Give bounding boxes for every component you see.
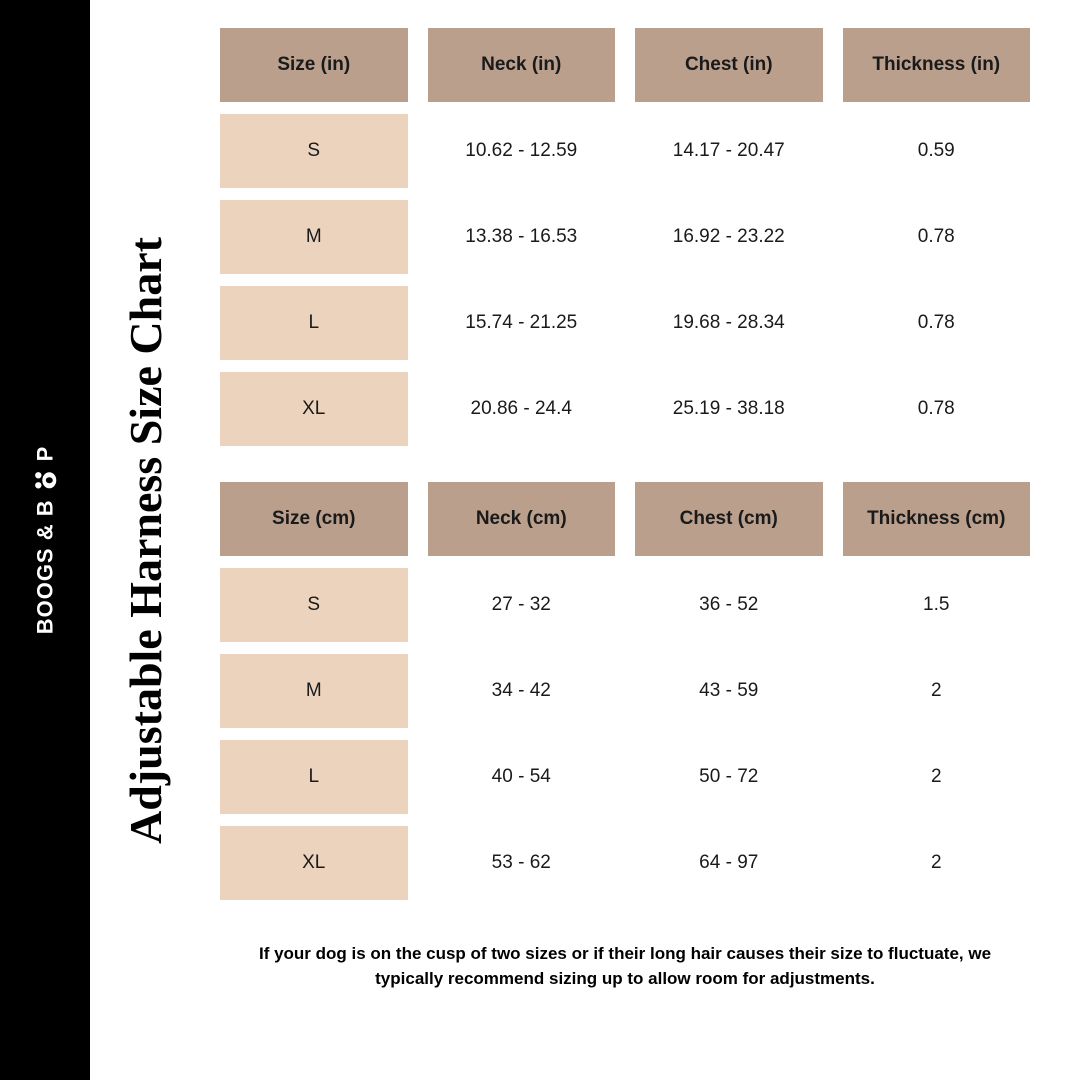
col-header-thickness-in: Thickness (in) bbox=[843, 28, 1031, 102]
data-cell: 2 bbox=[843, 826, 1031, 900]
data-cell: 43 - 59 bbox=[635, 654, 823, 728]
size-cell: S bbox=[220, 568, 408, 642]
col-header-chest-in: Chest (in) bbox=[635, 28, 823, 102]
col-header-size-in: Size (in) bbox=[220, 28, 408, 102]
data-cell: 0.78 bbox=[843, 372, 1031, 446]
size-cell: XL bbox=[220, 372, 408, 446]
table-inches: Size (in) Neck (in) Chest (in) Thickness… bbox=[220, 28, 1030, 446]
data-cell: 2 bbox=[843, 654, 1031, 728]
data-cell: 40 - 54 bbox=[428, 740, 616, 814]
data-cell: 36 - 52 bbox=[635, 568, 823, 642]
data-cell: 19.68 - 28.34 bbox=[635, 286, 823, 360]
main-content: Size (in) Neck (in) Chest (in) Thickness… bbox=[200, 0, 1080, 1080]
data-cell: 0.59 bbox=[843, 114, 1031, 188]
data-cell: 34 - 42 bbox=[428, 654, 616, 728]
data-cell: 16.92 - 23.22 bbox=[635, 200, 823, 274]
data-cell: 15.74 - 21.25 bbox=[428, 286, 616, 360]
brand-logo: BOOGS & B P bbox=[32, 446, 58, 635]
data-cell: 53 - 62 bbox=[428, 826, 616, 900]
data-cell: 50 - 72 bbox=[635, 740, 823, 814]
data-cell: 0.78 bbox=[843, 200, 1031, 274]
col-header-chest-cm: Chest (cm) bbox=[635, 482, 823, 556]
size-cell: M bbox=[220, 200, 408, 274]
data-cell: 20.86 - 24.4 bbox=[428, 372, 616, 446]
data-cell: 2 bbox=[843, 740, 1031, 814]
col-header-size-cm: Size (cm) bbox=[220, 482, 408, 556]
footnote-text: If your dog is on the cusp of two sizes … bbox=[220, 936, 1030, 991]
page-title: Adjustable Harness Size Chart bbox=[119, 237, 172, 844]
data-cell: 0.78 bbox=[843, 286, 1031, 360]
size-cell: XL bbox=[220, 826, 408, 900]
title-column: Adjustable Harness Size Chart bbox=[90, 0, 200, 1080]
data-cell: 64 - 97 bbox=[635, 826, 823, 900]
size-cell: L bbox=[220, 740, 408, 814]
data-cell: 1.5 bbox=[843, 568, 1031, 642]
data-cell: 14.17 - 20.47 bbox=[635, 114, 823, 188]
col-header-neck-in: Neck (in) bbox=[428, 28, 616, 102]
brand-text-2: P bbox=[32, 446, 58, 462]
brand-text-1: BOOGS & B bbox=[32, 499, 58, 634]
size-cell: M bbox=[220, 654, 408, 728]
data-cell: 10.62 - 12.59 bbox=[428, 114, 616, 188]
table-cm: Size (cm) Neck (cm) Chest (cm) Thickness… bbox=[220, 482, 1030, 900]
size-cell: S bbox=[220, 114, 408, 188]
col-header-neck-cm: Neck (cm) bbox=[428, 482, 616, 556]
paw-icon bbox=[32, 467, 58, 493]
sidebar: BOOGS & B P bbox=[0, 0, 90, 1080]
data-cell: 27 - 32 bbox=[428, 568, 616, 642]
data-cell: 13.38 - 16.53 bbox=[428, 200, 616, 274]
data-cell: 25.19 - 38.18 bbox=[635, 372, 823, 446]
size-cell: L bbox=[220, 286, 408, 360]
col-header-thickness-cm: Thickness (cm) bbox=[843, 482, 1031, 556]
